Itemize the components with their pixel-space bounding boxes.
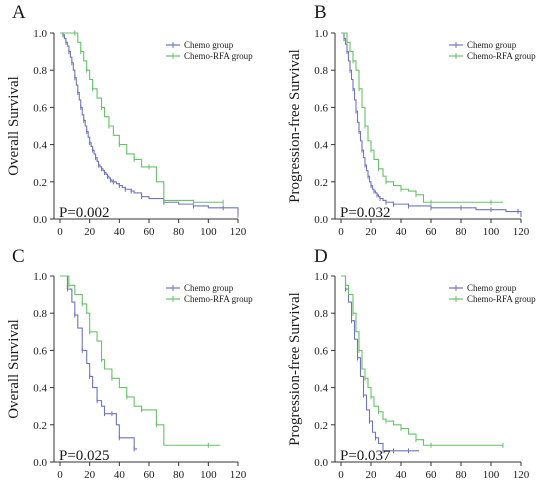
panel-c: C 0 20 40 60 80 100 120 0.0 0.2 0.4 0.6 0.8 1.0 Overal… xyxy=(6,246,253,481)
legend-chemo-rfa-label: Chemo-RFA group xyxy=(467,294,536,304)
panel-letter: B xyxy=(314,2,327,23)
p-value: P=0.002 xyxy=(59,205,110,221)
y-tick-label: 0.0 xyxy=(314,214,328,226)
x-tick-label: 0 xyxy=(338,226,344,238)
p-value: P=0.037 xyxy=(340,448,391,464)
legend-chemo-rfa-label: Chemo-RFA group xyxy=(184,294,253,304)
y-tick-label: 0.8 xyxy=(314,308,328,320)
y-tick-label: 0.8 xyxy=(314,65,328,77)
x-tick-label: 40 xyxy=(396,469,408,481)
y-tick-label: 0.2 xyxy=(33,177,47,189)
x-tick-label: 20 xyxy=(366,469,378,481)
chemo-rfa-curve xyxy=(341,275,503,446)
x-tick-label: 80 xyxy=(173,469,185,481)
x-tick-label: 60 xyxy=(144,469,156,481)
legend-chemo-rfa-label: Chemo-RFA group xyxy=(184,51,253,61)
chemo-curve xyxy=(60,275,138,450)
x-tick-label: 60 xyxy=(144,226,156,238)
y-tick-label: 0.4 xyxy=(33,383,47,395)
y-tick-label: 0.6 xyxy=(33,102,47,114)
y-tick-label: 0.6 xyxy=(314,345,328,357)
y-tick-label: 0.8 xyxy=(33,308,47,320)
panel-letter: A xyxy=(12,2,26,23)
y-tick-label: 0.4 xyxy=(314,383,328,395)
x-tick-label: 0 xyxy=(57,226,63,238)
x-tick-label: 80 xyxy=(456,226,468,238)
panel-d: D 0 20 40 60 80 100 120 0.0 0.2 0.4 0.6 0.8 1.0 Progre… xyxy=(287,246,536,481)
y-axis-title: Progression-free Survival xyxy=(287,292,303,446)
x-tick-label: 40 xyxy=(114,226,126,238)
x-tick-label: 120 xyxy=(513,469,530,481)
chemo-rfa-curve xyxy=(60,275,221,446)
legend-chemo-label: Chemo group xyxy=(184,283,234,293)
x-tick-label: 80 xyxy=(173,226,185,238)
y-axis-title: Overall Survival xyxy=(6,76,22,176)
x-tick-label: 60 xyxy=(426,226,438,238)
x-tick-label: 120 xyxy=(230,469,247,481)
y-tick-label: 1.0 xyxy=(314,271,328,283)
x-tick-label: 40 xyxy=(114,469,126,481)
x-tick-label: 120 xyxy=(513,226,530,238)
y-tick-label: 1.0 xyxy=(33,271,47,283)
panel-letter: D xyxy=(314,246,328,267)
p-value: P=0.032 xyxy=(340,205,391,221)
panel-b: B 0 20 40 60 80 100 120 0.0 0.2 0.4 0.6 0.8 1.0 Progre… xyxy=(287,2,536,238)
y-tick-label: 0.0 xyxy=(33,457,47,469)
y-tick-label: 0.2 xyxy=(33,420,47,432)
x-tick-label: 0 xyxy=(57,469,63,481)
y-tick-label: 0.4 xyxy=(314,140,328,152)
x-tick-label: 40 xyxy=(396,226,408,238)
y-tick-label: 1.0 xyxy=(314,28,328,40)
y-tick-label: 0.0 xyxy=(33,214,47,226)
legend-chemo-label: Chemo group xyxy=(184,40,234,50)
x-tick-label: 60 xyxy=(426,469,438,481)
y-axis-title: Progression-free Survival xyxy=(287,49,303,203)
x-tick-label: 80 xyxy=(456,469,468,481)
y-tick-label: 0.8 xyxy=(33,65,47,77)
legend-chemo-label: Chemo group xyxy=(467,283,517,293)
y-tick-label: 0.2 xyxy=(314,177,328,189)
legend-chemo-label: Chemo group xyxy=(467,40,517,50)
y-tick-label: 0.0 xyxy=(314,457,328,469)
x-tick-label: 100 xyxy=(200,469,217,481)
panel-letter: C xyxy=(12,246,25,267)
chemo-curve xyxy=(60,32,239,216)
x-tick-label: 0 xyxy=(338,469,344,481)
y-axis-title: Overall Survival xyxy=(6,319,22,419)
panel-a: A 0 20 40 60 80 100 120 0.0 0.2 0.4 0.6 0.8 1.0 Overal… xyxy=(6,2,253,238)
x-tick-label: 100 xyxy=(483,469,500,481)
legend-chemo-rfa-label: Chemo-RFA group xyxy=(467,51,536,61)
x-tick-label: 20 xyxy=(366,226,378,238)
chemo-curve xyxy=(341,32,522,218)
x-tick-label: 20 xyxy=(84,226,96,238)
x-tick-label: 100 xyxy=(200,226,217,238)
y-tick-label: 0.6 xyxy=(33,345,47,357)
y-tick-label: 0.4 xyxy=(33,140,47,152)
y-tick-label: 0.2 xyxy=(314,420,328,432)
x-tick-label: 100 xyxy=(483,226,500,238)
x-tick-label: 120 xyxy=(230,226,247,238)
x-tick-label: 20 xyxy=(84,469,96,481)
chemo-rfa-curve xyxy=(60,32,224,203)
y-tick-label: 0.6 xyxy=(314,102,328,114)
y-tick-label: 1.0 xyxy=(33,28,47,40)
p-value: P=0.025 xyxy=(59,448,110,464)
